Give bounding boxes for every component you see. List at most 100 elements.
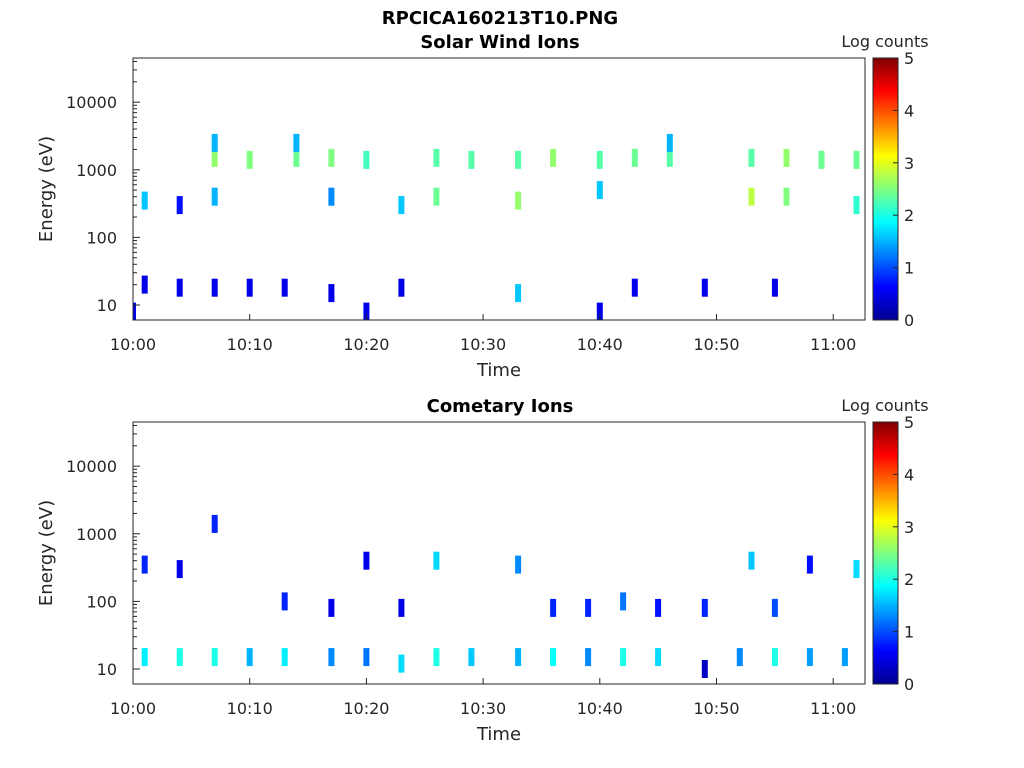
heatmap-cell	[655, 648, 662, 667]
heatmap-cell	[328, 648, 335, 667]
x-tick-label: 10:10	[227, 699, 273, 718]
x-tick-label: 10:20	[343, 699, 389, 718]
heatmap-cell	[806, 555, 813, 574]
heatmap-cell	[818, 150, 825, 169]
y-axis-label: Energy (eV)	[36, 500, 57, 606]
heatmap-cell	[550, 598, 557, 617]
heatmap-cell	[701, 660, 708, 678]
y-tick-label: 100	[86, 228, 117, 247]
heatmap-cell	[141, 275, 148, 294]
heatmap-cell	[783, 148, 790, 167]
heatmap-cell	[748, 551, 755, 570]
y-axis-ticks: 10 100 1000 10000	[66, 60, 140, 315]
heatmap-cell	[596, 181, 603, 200]
heatmap-cell	[585, 648, 592, 667]
plot-frame	[132, 421, 866, 685]
heatmap-cells	[141, 514, 860, 678]
heatmap-cell	[141, 648, 148, 667]
heatmap-cell	[398, 654, 405, 673]
x-tick-label: 10:00	[110, 335, 156, 354]
heatmap-cell	[293, 148, 300, 167]
heatmap-cell	[783, 187, 790, 206]
heatmap-cell	[363, 648, 370, 667]
x-tick-label: 11:00	[810, 699, 856, 718]
heatmap-cell	[363, 150, 370, 169]
colorbar-tick-label: 2	[904, 206, 914, 225]
colorbar-tick-label: 5	[904, 413, 914, 432]
heatmap-cell	[853, 150, 860, 169]
heatmap-cell	[550, 648, 557, 667]
x-tick-label: 10:30	[460, 335, 506, 354]
colorbar-ticks: 0 1 2 3 4 5	[893, 49, 914, 330]
heatmap-cell	[176, 196, 183, 215]
heatmap-cell	[211, 514, 218, 533]
heatmap-cell	[176, 648, 183, 667]
figure-title: RPCICA160213T10.PNG	[382, 8, 618, 29]
heatmap-cell	[631, 278, 638, 297]
heatmap-cell	[211, 278, 218, 297]
heatmap-cell	[211, 648, 218, 667]
y-tick-label: 10	[97, 660, 117, 679]
heatmap-cell	[246, 648, 253, 667]
heatmap-cell	[515, 284, 522, 303]
heatmap-cells	[133, 133, 860, 320]
heatmap-cell	[328, 284, 335, 303]
y-tick-label: 10000	[66, 457, 117, 476]
heatmap-cell	[433, 648, 440, 667]
x-tick-label: 10:50	[693, 335, 739, 354]
heatmap-cell	[666, 133, 673, 152]
heatmap-cell	[853, 196, 860, 215]
heatmap-cell	[771, 278, 778, 297]
x-axis-label: Time	[476, 360, 521, 381]
heatmap-cell	[433, 551, 440, 570]
x-axis-ticks: 10:00 10:10 10:20 10:30 10:40 10:50 11:00	[110, 678, 856, 718]
x-tick-label: 11:00	[810, 335, 856, 354]
heatmap-cell	[666, 148, 673, 167]
heatmap-cell	[853, 560, 860, 579]
heatmap-cell	[596, 150, 603, 169]
heatmap-cell	[211, 187, 218, 206]
heatmap-cell	[398, 196, 405, 215]
heatmap-cell	[211, 133, 218, 152]
colorbar-tick-label: 0	[904, 675, 914, 694]
heatmap-cell	[841, 648, 848, 667]
heatmap-cell	[655, 598, 662, 617]
colorbar-tick-label: 0	[904, 311, 914, 330]
panel-title: Solar Wind Ions	[420, 32, 579, 53]
heatmap-cell	[771, 648, 778, 667]
heatmap-cell	[468, 648, 475, 667]
y-tick-label: 1000	[76, 525, 117, 544]
heatmap-cell	[631, 148, 638, 167]
heatmap-cell	[141, 191, 148, 210]
heatmap-cell	[515, 191, 522, 210]
heatmap-cell	[515, 648, 522, 667]
heatmap-cell	[176, 278, 183, 297]
heatmap-cell	[246, 278, 253, 297]
colorbar	[872, 421, 899, 685]
heatmap-cell	[398, 598, 405, 617]
heatmap-cell	[748, 148, 755, 167]
colorbar-tick-label: 5	[904, 49, 914, 68]
panel-cometary: Cometary Ions 10:00 10:10 10:20 10:30 10:40 1…	[36, 396, 929, 745]
y-tick-label: 10000	[66, 93, 117, 112]
heatmap-cell	[468, 150, 475, 169]
heatmap-cell	[550, 148, 557, 167]
x-axis-ticks: 10:00 10:10 10:20 10:30 10:40 10:50 11:00	[110, 314, 856, 354]
heatmap-cell	[363, 302, 370, 320]
heatmap-cell	[281, 592, 288, 611]
heatmap-cell	[328, 187, 335, 206]
colorbar-tick-label: 1	[904, 259, 914, 278]
heatmap-cell	[596, 302, 603, 320]
x-tick-label: 10:50	[693, 699, 739, 718]
x-tick-label: 10:20	[343, 335, 389, 354]
heatmap-cell	[328, 148, 335, 167]
colorbar-ticks: 0 1 2 3 4 5	[893, 413, 914, 694]
heatmap-cell	[433, 148, 440, 167]
heatmap-cell	[133, 302, 136, 320]
x-axis-label: Time	[476, 724, 521, 745]
heatmap-cell	[281, 278, 288, 297]
panel-title: Cometary Ions	[427, 396, 574, 417]
heatmap-cell	[620, 592, 627, 611]
colorbar-tick-label: 2	[904, 570, 914, 589]
